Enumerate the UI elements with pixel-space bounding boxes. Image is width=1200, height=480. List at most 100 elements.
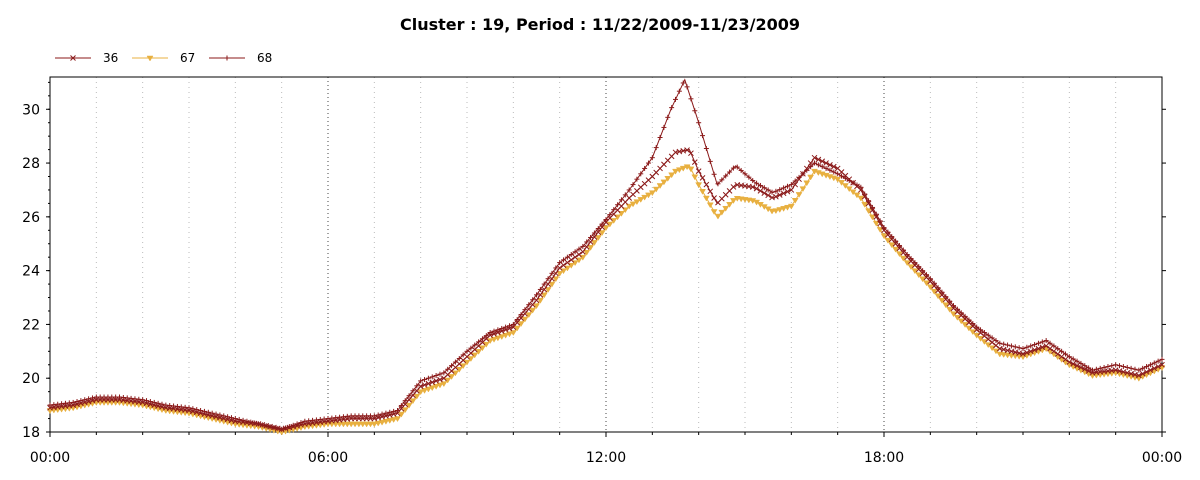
data-point [970, 321, 976, 327]
data-point [675, 167, 683, 174]
data-point [625, 203, 633, 210]
data-point [707, 188, 714, 195]
data-point [730, 184, 737, 190]
data-point [541, 286, 548, 293]
data-point [495, 327, 501, 333]
data-point [429, 374, 435, 380]
data-point [812, 160, 817, 166]
data-point [510, 324, 517, 330]
data-point [533, 303, 540, 310]
data-point [815, 156, 822, 163]
data-point [845, 186, 853, 193]
data-point [927, 276, 933, 282]
data-point [502, 326, 509, 333]
data-point [702, 195, 710, 202]
data-point [827, 167, 833, 173]
data-point [768, 208, 776, 215]
data-point [730, 165, 736, 171]
data-point [711, 195, 717, 201]
data-point [781, 185, 787, 191]
data-point [656, 183, 664, 189]
data-point [691, 159, 698, 166]
data-point [1070, 361, 1077, 367]
data-point [525, 306, 532, 313]
data-point [615, 202, 621, 208]
data-point [803, 180, 811, 187]
series-68 [47, 78, 1165, 432]
data-point [962, 313, 968, 319]
data-point [564, 259, 571, 266]
data-point [942, 302, 950, 309]
data-point [576, 251, 582, 258]
data-point [549, 275, 555, 282]
data-point [1020, 346, 1026, 352]
data-point [1035, 345, 1042, 352]
data-point [1039, 339, 1045, 345]
data-point [773, 188, 779, 194]
data-point [719, 177, 725, 183]
legend: 36 67 68 [55, 51, 272, 65]
data-point [688, 96, 694, 102]
data-point [421, 388, 428, 394]
data-point [1078, 364, 1084, 371]
data-point [1124, 364, 1130, 370]
data-point [896, 251, 903, 258]
data-point [699, 189, 706, 195]
data-point [896, 245, 903, 252]
data-point [394, 416, 401, 423]
data-point [865, 200, 872, 207]
data-point [621, 207, 629, 214]
data-point [530, 297, 536, 303]
data-point [1074, 362, 1080, 369]
data-point [1047, 345, 1053, 352]
data-point [792, 181, 799, 188]
data-point [1043, 338, 1049, 344]
data-point [1012, 344, 1018, 350]
data-point [788, 187, 795, 193]
data-point [402, 398, 408, 404]
data-point [981, 329, 987, 335]
data-point [1159, 356, 1165, 362]
data-point [714, 213, 722, 220]
data-point [583, 250, 591, 256]
data-point [414, 383, 420, 389]
data-point [417, 389, 425, 396]
x-tick-label: 00:00 [1142, 450, 1182, 466]
data-point [553, 265, 559, 271]
data-point [1085, 368, 1092, 374]
data-point [865, 208, 872, 215]
data-point [370, 421, 378, 428]
data-point [491, 328, 497, 334]
data-point [827, 161, 833, 168]
data-point [872, 220, 880, 227]
data-point [536, 297, 544, 304]
data-point [695, 168, 702, 174]
data-point [548, 281, 556, 288]
data-point [753, 185, 760, 192]
data-point [839, 173, 845, 179]
data-point [772, 208, 780, 215]
data-point [588, 234, 594, 240]
grid [95, 77, 1117, 432]
data-point [1051, 348, 1057, 355]
data-point [1155, 363, 1161, 370]
data-point [1058, 353, 1065, 360]
data-point [684, 147, 690, 153]
data-point [594, 235, 602, 241]
data-point [610, 218, 618, 224]
data-point [70, 55, 76, 61]
data-point [1140, 365, 1146, 371]
data-point [410, 392, 416, 399]
data-point [706, 202, 714, 209]
data-point [378, 419, 386, 426]
data-point [611, 207, 617, 213]
data-point [880, 233, 888, 240]
data-point [884, 237, 892, 244]
y-tick-label: 18 [22, 425, 40, 441]
data-point [626, 187, 632, 193]
data-point [807, 174, 815, 181]
data-point [1005, 342, 1011, 348]
data-point [711, 171, 717, 177]
data-point [746, 174, 752, 180]
data-point [873, 213, 880, 220]
